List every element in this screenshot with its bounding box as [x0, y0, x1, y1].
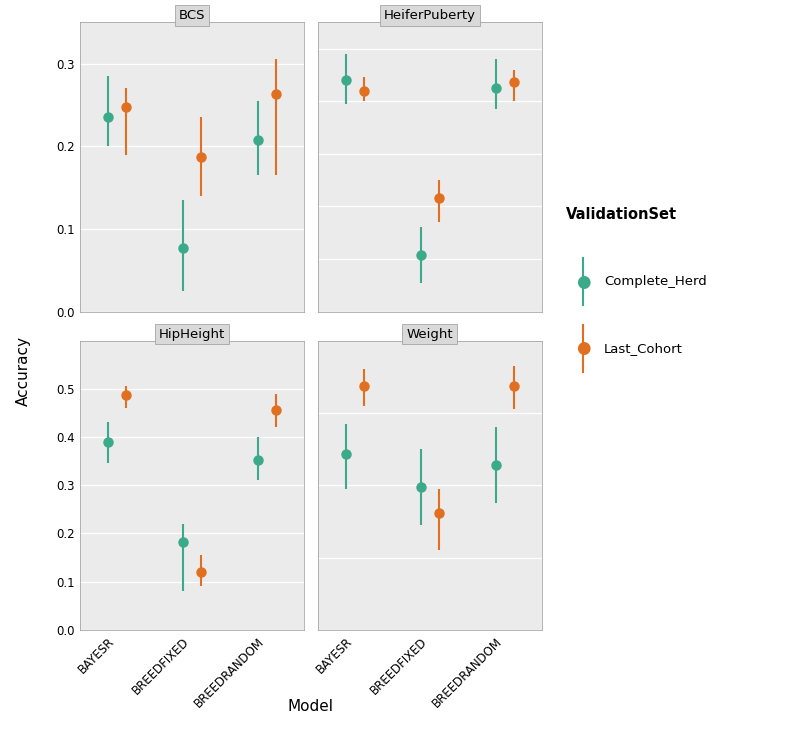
Text: Accuracy: Accuracy [16, 336, 31, 405]
Text: Model: Model [288, 700, 334, 714]
Text: Last_Cohort: Last_Cohort [604, 342, 683, 355]
Text: ●: ● [576, 339, 591, 357]
Text: BCS: BCS [179, 9, 205, 22]
Text: ●: ● [576, 273, 591, 290]
Text: Complete_Herd: Complete_Herd [604, 275, 707, 288]
Text: Weight: Weight [406, 328, 453, 341]
Text: ValidationSet: ValidationSet [566, 207, 677, 222]
Text: HeiferPuberty: HeiferPuberty [384, 9, 476, 22]
Text: HipHeight: HipHeight [159, 328, 225, 341]
